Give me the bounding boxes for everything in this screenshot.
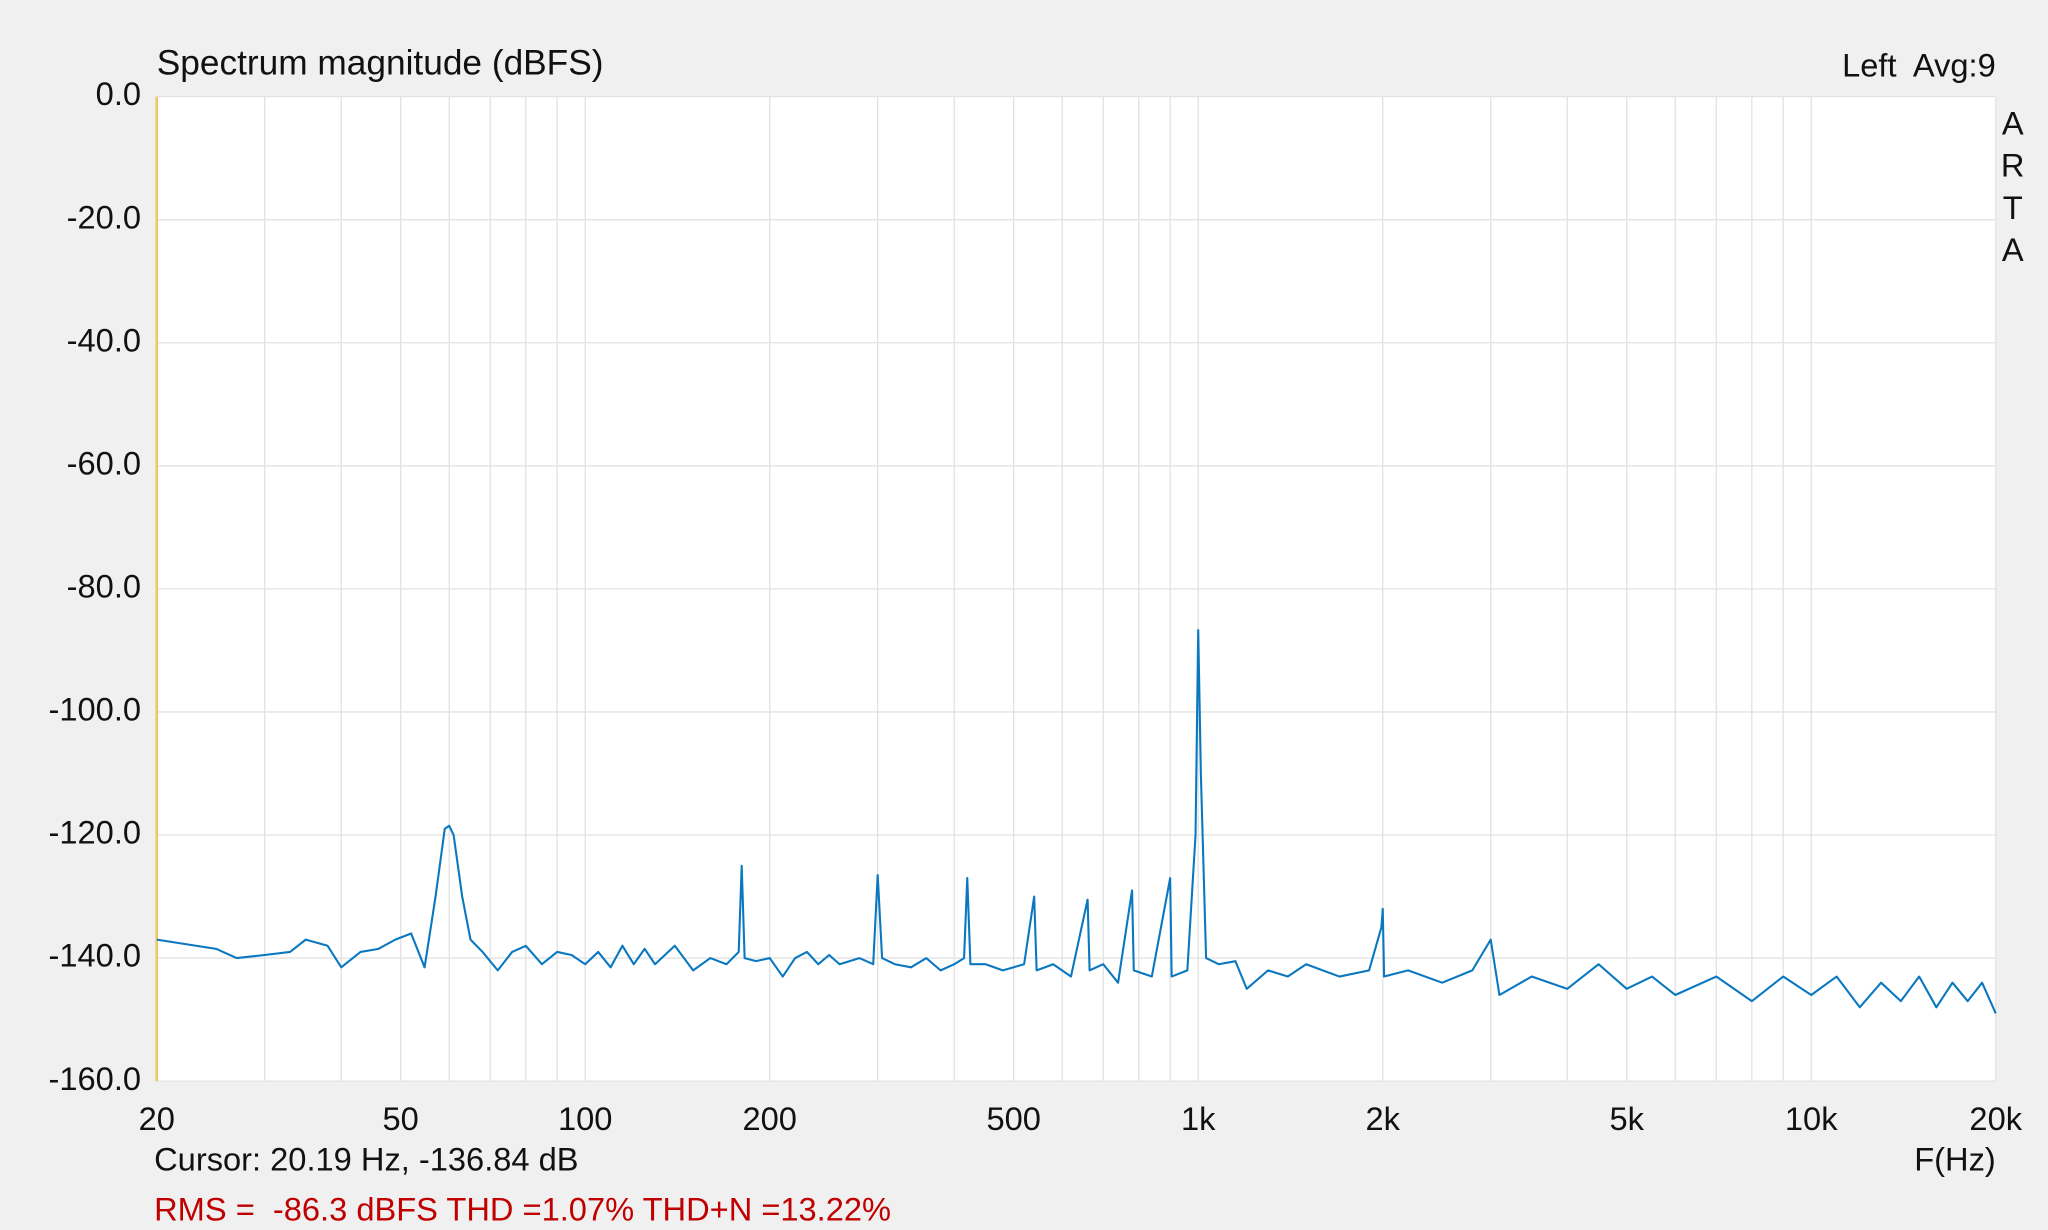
y-tick-label: -60.0 — [67, 444, 141, 481]
y-tick-label: -160.0 — [49, 1060, 142, 1097]
channel-label: Left Avg:9 — [1842, 47, 1996, 84]
y-tick-label: -40.0 — [67, 321, 141, 358]
x-tick-label: 20 — [139, 1100, 175, 1137]
y-tick-label: 0.0 — [96, 75, 141, 112]
y-tick-label: -100.0 — [49, 691, 142, 728]
y-tick-label: -120.0 — [49, 814, 142, 851]
spectrum-line — [156, 629, 1997, 1014]
x-tick-label: 100 — [558, 1100, 612, 1137]
x-tick-label: 20k — [1969, 1100, 2022, 1137]
y-tick-label: -80.0 — [67, 568, 141, 605]
chart-title: Spectrum magnitude (dBFS) — [157, 44, 604, 83]
x-axis-label: F(Hz) — [1914, 1141, 1996, 1178]
summary-readout: RMS = -86.3 dBFS THD =1.07% THD+N =13.22… — [154, 1190, 891, 1227]
y-tick-label: -140.0 — [49, 937, 142, 974]
x-tick-label: 5k — [1609, 1100, 1644, 1137]
x-tick-label: 2k — [1366, 1100, 1401, 1137]
x-tick-label: 200 — [743, 1100, 797, 1137]
x-tick-label: 50 — [383, 1100, 419, 1137]
side-label: ARTA — [1994, 104, 2031, 273]
cursor-readout: Cursor: 20.19 Hz, -136.84 dB — [154, 1141, 578, 1178]
y-tick-label: -20.0 — [67, 198, 141, 235]
x-tick-label: 1k — [1181, 1100, 1216, 1137]
x-tick-label: 10k — [1785, 1100, 1838, 1137]
x-tick-label: 500 — [986, 1100, 1040, 1137]
